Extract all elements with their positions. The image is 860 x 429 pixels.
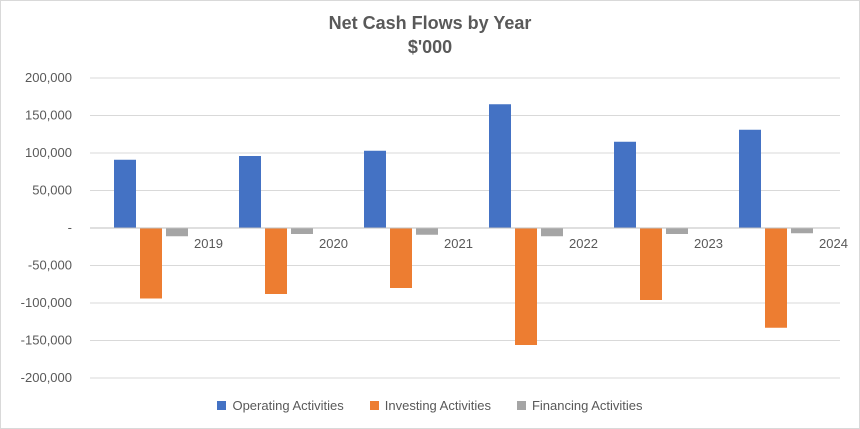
legend-swatch [217,401,227,410]
bar-investing-activities-2021 [390,228,412,288]
bar-financing-activities-2020 [291,228,313,234]
x-tick-label: 2022 [569,236,598,251]
y-tick-label: 150,000 [25,108,72,123]
bar-operating-activities-2024 [739,129,761,228]
y-tick-label: -200,000 [21,370,72,385]
bar-financing-activities-2022 [541,228,563,237]
legend: Operating Activities Investing Activities… [0,398,860,413]
y-tick-label: - [68,220,72,235]
bar-operating-activities-2022 [489,104,511,228]
bar-operating-activities-2019 [114,159,136,228]
x-tick-label: 2020 [319,236,348,251]
x-tick-label: 2019 [194,236,223,251]
bar-investing-activities-2020 [265,228,287,294]
y-tick-label: -100,000 [21,295,72,310]
bar-investing-activities-2022 [515,228,537,345]
x-tick-label: 2021 [444,236,473,251]
bar-operating-activities-2021 [364,150,386,228]
legend-item: Financing Activities [516,398,643,413]
y-tick-label: 50,000 [32,183,72,198]
chart-subtitle: $'000 [407,37,453,57]
bar-investing-activities-2019 [140,228,162,299]
bar-operating-activities-2023 [614,141,636,228]
y-tick-label: 100,000 [25,145,72,160]
chart-title: Net Cash Flows by Year [328,13,532,33]
legend-swatch [369,401,379,410]
bar-financing-activities-2019 [166,228,188,237]
y-tick-label: -50,000 [28,258,72,273]
bar-financing-activities-2023 [666,228,688,234]
legend-item: Operating Activities [217,398,344,413]
y-tick-label: 200,000 [25,70,72,85]
legend-swatch [516,401,526,410]
legend-label: Financing Activities [531,398,643,413]
bar-financing-activities-2024 [791,228,813,234]
bar-investing-activities-2024 [765,228,787,328]
bar-operating-activities-2020 [239,156,261,228]
legend-label: Operating Activities [232,398,344,413]
x-tick-label: 2024 [819,236,848,251]
y-tick-label: -150,000 [21,333,72,348]
legend-item: Investing Activities [369,398,491,413]
bar-investing-activities-2023 [640,228,662,300]
legend-label: Investing Activities [384,398,491,413]
x-tick-label: 2023 [694,236,723,251]
bar-financing-activities-2021 [416,228,438,235]
